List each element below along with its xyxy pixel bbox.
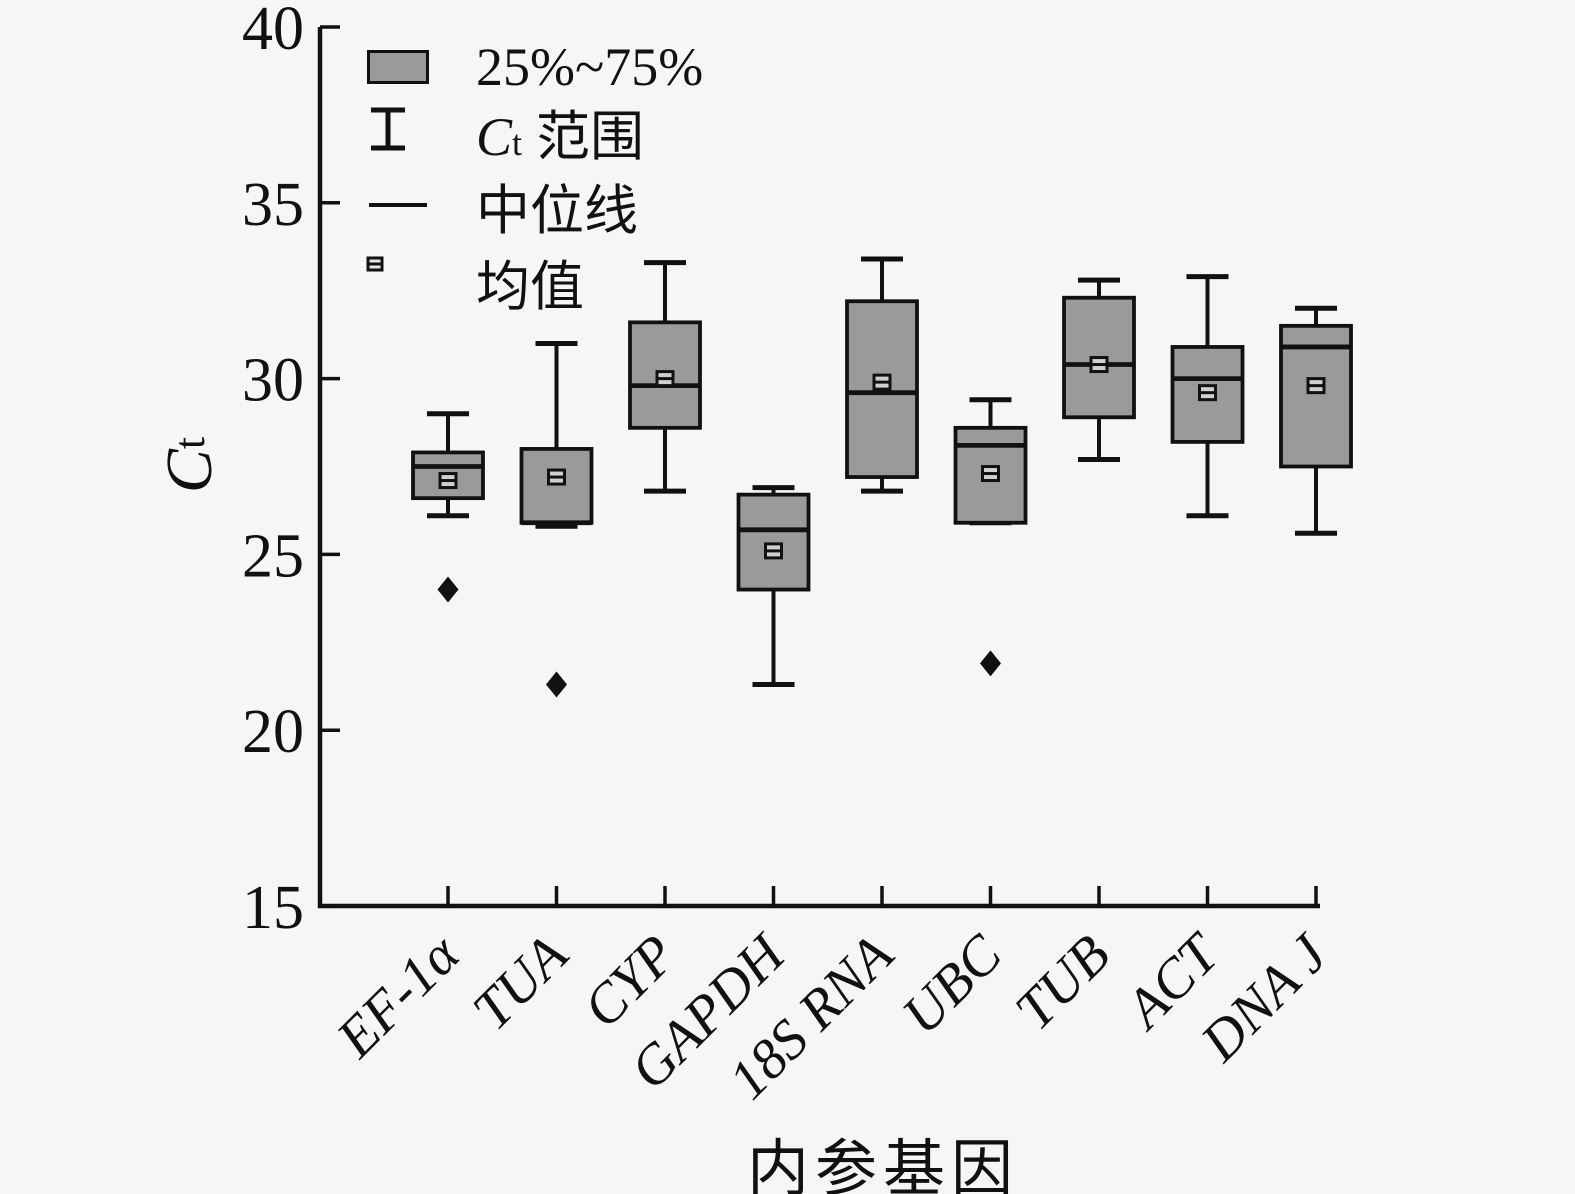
y-tick-label-20: 20	[242, 698, 304, 766]
x-category-label-6: UBC	[891, 923, 1014, 1046]
outlier-TUA-1	[546, 671, 567, 698]
y-tick-label-30: 30	[242, 347, 304, 415]
legend-item-iqr: 25%~75%	[366, 37, 786, 97]
iqr-box-TUA	[519, 447, 594, 525]
legend-item-median: 中位线	[366, 180, 786, 241]
outlier-EF-1α-1	[437, 576, 459, 603]
outlier-UBC-1	[980, 650, 1001, 677]
x-category-label-7: TUB	[1004, 923, 1123, 1042]
iqr-box-GAPDH	[736, 492, 811, 592]
legend-label-median: 中位线	[476, 180, 638, 241]
x-category-label-2: TUA	[461, 923, 580, 1042]
y-axis-title-symbol: C	[153, 449, 226, 494]
legend-label-iqr: 25%~75%	[476, 37, 704, 97]
y-tick-label-15: 15	[242, 874, 304, 942]
x-category-label-1: EF-1α	[324, 922, 472, 1070]
y-tick-label-25: 25	[242, 522, 304, 590]
y-tick-label-40: 40	[242, 0, 304, 63]
legend-item-mean: 均值	[366, 256, 786, 317]
x-category-label-9: DNA J	[1189, 921, 1342, 1074]
y-tick-label-35: 35	[242, 171, 304, 239]
legend-label-mean: 均值	[476, 256, 584, 317]
x-axis-title: 内参基因	[746, 1136, 1019, 1194]
iqr-box-swatch-icon	[366, 50, 430, 84]
median-line-icon	[366, 203, 430, 207]
iqr-box-TUB	[1062, 295, 1136, 420]
